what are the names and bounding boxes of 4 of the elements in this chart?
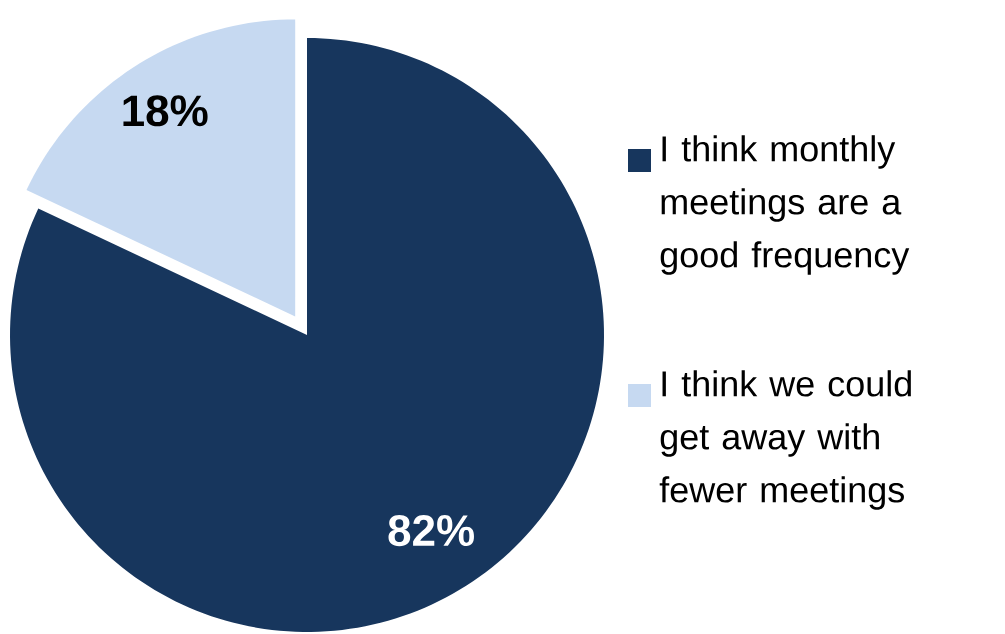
legend-label: I think monthly meetings are a good frequency (660, 135, 910, 275)
data-label: 82% (388, 515, 474, 547)
data-label: 18% (123, 95, 208, 127)
legend-label: I think we could get away with fewer meetings (659, 370, 911, 510)
